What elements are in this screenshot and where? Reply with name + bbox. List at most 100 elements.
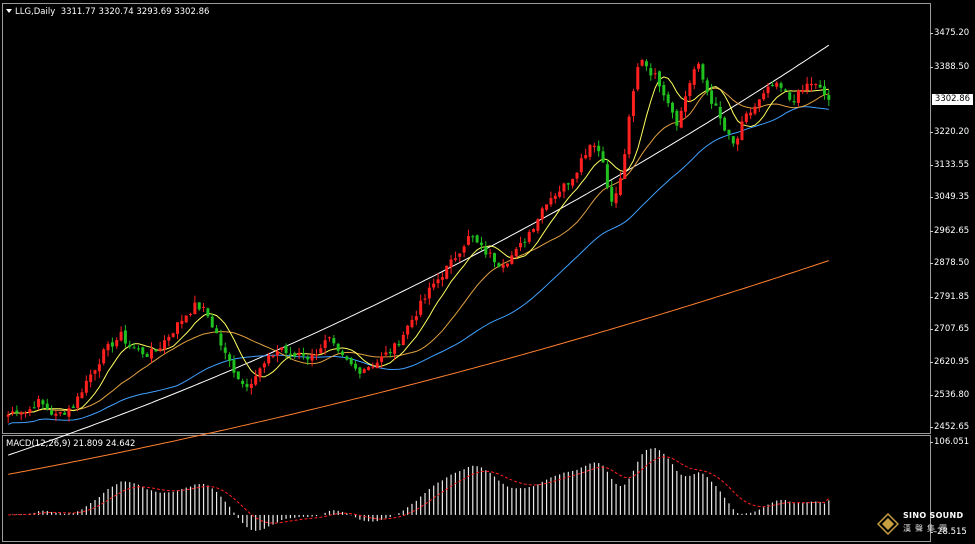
candle bbox=[349, 356, 353, 367]
candle bbox=[245, 378, 249, 392]
candle bbox=[731, 135, 735, 147]
candle bbox=[210, 313, 214, 328]
candle bbox=[354, 360, 358, 371]
ohlc-values: 3311.77 3320.74 3293.69 3302.86 bbox=[60, 7, 210, 17]
candle bbox=[492, 252, 496, 268]
candle bbox=[367, 365, 371, 371]
candle bbox=[684, 91, 688, 119]
candle bbox=[6, 411, 10, 423]
candle bbox=[445, 265, 449, 280]
candle bbox=[149, 342, 153, 363]
candle bbox=[380, 352, 384, 368]
candle bbox=[458, 253, 462, 263]
candle bbox=[427, 282, 431, 305]
candle bbox=[11, 406, 15, 416]
candle bbox=[618, 171, 622, 197]
candle bbox=[323, 334, 327, 355]
macd-pane[interactable] bbox=[2, 435, 931, 542]
sino-sound-logo: SINO SOUND 漢聲集團 bbox=[875, 509, 970, 541]
candle bbox=[32, 401, 36, 409]
candle bbox=[796, 89, 800, 107]
candle bbox=[527, 229, 531, 244]
candle bbox=[783, 88, 787, 92]
candle bbox=[28, 406, 32, 416]
candle bbox=[358, 366, 362, 379]
candle bbox=[419, 294, 423, 318]
candle bbox=[584, 148, 588, 160]
candle bbox=[484, 241, 488, 258]
candle bbox=[536, 217, 540, 234]
candle bbox=[766, 82, 770, 98]
candle bbox=[558, 185, 562, 199]
candle bbox=[423, 293, 427, 304]
candle bbox=[341, 349, 345, 357]
candle bbox=[640, 58, 644, 67]
candle bbox=[809, 77, 813, 92]
candle bbox=[692, 66, 696, 90]
candle bbox=[241, 378, 245, 388]
price-tick: 3049.35 bbox=[929, 192, 970, 203]
candle bbox=[375, 359, 379, 369]
candle bbox=[514, 246, 518, 259]
chart-header: LLG,Daily 3311.77 3320.74 3293.69 3302.8… bbox=[6, 7, 209, 17]
symbol-label: LLG,Daily bbox=[15, 7, 56, 17]
candle bbox=[141, 346, 145, 358]
candle bbox=[549, 191, 553, 207]
candle bbox=[202, 302, 206, 312]
candle bbox=[397, 340, 401, 347]
candle bbox=[497, 262, 501, 268]
candle bbox=[123, 324, 127, 348]
macd-indicator-label: MACD(12,26,9) 21.809 24.642 bbox=[6, 439, 136, 449]
candle bbox=[345, 355, 349, 361]
candle bbox=[736, 136, 740, 152]
dropdown-triangle-icon[interactable] bbox=[6, 9, 12, 13]
price-tick: 2962.65 bbox=[929, 225, 970, 236]
candle bbox=[519, 236, 523, 252]
candle bbox=[762, 89, 766, 101]
candle bbox=[145, 352, 149, 358]
candle bbox=[215, 324, 219, 334]
candle bbox=[97, 358, 101, 378]
candle bbox=[744, 111, 748, 125]
candle bbox=[623, 148, 627, 180]
candle bbox=[740, 116, 744, 141]
ma-fast-line bbox=[8, 76, 829, 416]
candle bbox=[488, 248, 492, 258]
candle bbox=[705, 77, 709, 96]
logo-cn-text: 漢聲集團 bbox=[903, 524, 951, 533]
candle bbox=[267, 352, 271, 367]
candle bbox=[462, 244, 466, 258]
candle bbox=[414, 310, 418, 326]
candle bbox=[50, 405, 54, 416]
candle bbox=[219, 329, 223, 351]
candle bbox=[501, 258, 505, 273]
candle bbox=[162, 335, 166, 354]
price-tick: 2536.80 bbox=[929, 389, 970, 400]
candle bbox=[757, 99, 761, 112]
candle bbox=[540, 206, 544, 224]
price-tick: 3475.20 bbox=[929, 28, 970, 39]
candle bbox=[432, 278, 436, 291]
candle bbox=[310, 348, 314, 367]
candle bbox=[506, 263, 510, 268]
candle bbox=[119, 326, 123, 342]
candle bbox=[193, 295, 197, 315]
candle bbox=[254, 369, 258, 387]
candle bbox=[306, 355, 310, 366]
candle bbox=[132, 342, 136, 349]
price-tick: 2791.85 bbox=[929, 291, 970, 302]
candle bbox=[779, 81, 783, 93]
macd-axis[interactable]: 106.051 -28.515 bbox=[929, 435, 975, 542]
candle bbox=[54, 410, 58, 422]
price-axis[interactable]: 3475.20 3388.50 3220.20 3133.55 3049.35 2962.… bbox=[929, 3, 975, 434]
candle bbox=[479, 236, 483, 251]
price-pane[interactable] bbox=[2, 3, 931, 434]
price-tick: 3133.55 bbox=[929, 159, 970, 170]
candle bbox=[436, 273, 440, 289]
price-tick: 3388.50 bbox=[929, 61, 970, 72]
candle bbox=[749, 108, 753, 120]
candle bbox=[275, 345, 279, 363]
candle bbox=[80, 388, 84, 399]
candle bbox=[327, 336, 331, 342]
